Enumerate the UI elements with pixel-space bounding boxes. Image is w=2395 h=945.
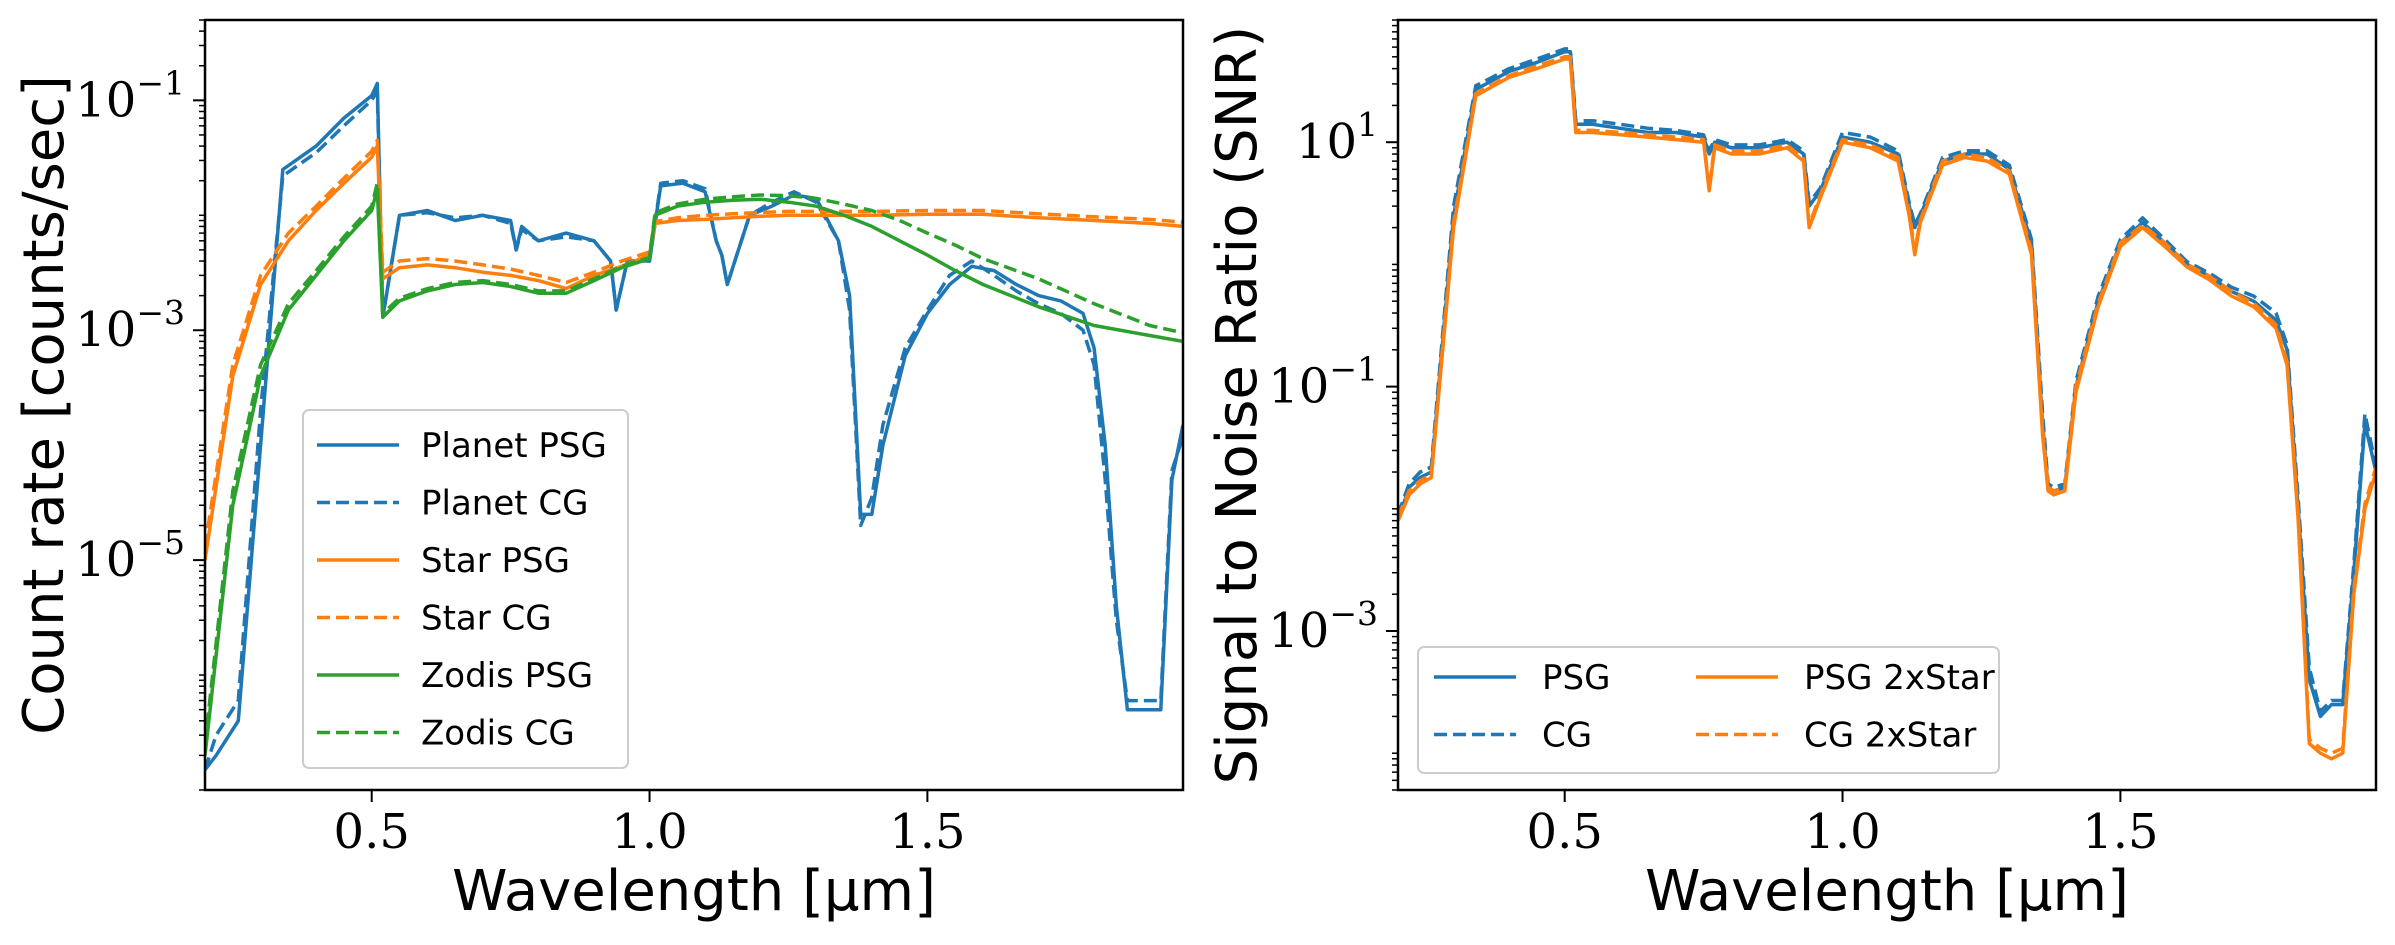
legend-label-psg: PSG xyxy=(1542,658,1610,698)
y-tick-label: 10−3 xyxy=(1268,594,1378,659)
x-tick-label: 0.5 xyxy=(1527,804,1603,860)
y-tick-label: 101 xyxy=(1296,105,1378,170)
y-axis-label: Signal to Noise Ratio (SNR) xyxy=(1205,26,1270,785)
series-group xyxy=(205,81,1183,771)
series-line-cg-2xstar xyxy=(1398,55,2376,755)
series-line-cg xyxy=(1398,47,2376,714)
legend: Planet PSG Planet CG Star PSG Star CG Zodis … xyxy=(302,409,629,769)
legend-label-zodis-psg: Zodis PSG xyxy=(421,656,593,696)
legend-label-cg: CG xyxy=(1542,716,1592,756)
legend-box xyxy=(1417,646,2000,774)
legend-label-planet-cg: Planet CG xyxy=(421,484,588,524)
series-line-psg xyxy=(1398,49,2376,719)
legend-label-planet-psg: Planet PSG xyxy=(421,426,607,466)
y-tick-label: 10−3 xyxy=(75,293,185,358)
y-tick-label: 10−1 xyxy=(1268,350,1378,415)
x-tick-label: 1.0 xyxy=(611,804,687,860)
y-tick-label: 10−5 xyxy=(75,523,185,588)
snr-panel: 0.5 1.0 1.5 10−3 10−1 101 Wavelength [μm] Signa… xyxy=(1205,18,2378,924)
series-group xyxy=(1398,47,2376,761)
x-axis-label: Wavelength [μm] xyxy=(452,859,936,924)
x-tick-label: 1.5 xyxy=(2082,804,2158,860)
legend-label-star-psg: Star PSG xyxy=(421,541,570,581)
legend-label-star-cg: Star CG xyxy=(421,599,552,639)
x-tick-label: 1.5 xyxy=(889,804,965,860)
legend-box xyxy=(302,409,629,769)
series-line-planet-cg xyxy=(205,89,1183,771)
count-rate-panel: 0.5 1.0 1.5 10−5 10−3 10−1 Wavelength [μm] Coun… xyxy=(12,18,1185,924)
x-tick-label: 0.5 xyxy=(334,804,410,860)
legend-label-psg-2xstar: PSG 2xStar xyxy=(1804,658,1995,698)
plot-frame xyxy=(203,18,1185,792)
y-tick-label: 10−1 xyxy=(75,63,185,128)
y-axis-label: Count rate [counts/sec] xyxy=(12,75,77,735)
series-line-star-cg xyxy=(205,138,1183,548)
x-tick-label: 1.0 xyxy=(1804,804,1880,860)
x-axis-label: Wavelength [μm] xyxy=(1645,859,2129,924)
legend: PSG CG PSG 2xStar CG 2xStar xyxy=(1417,646,2000,774)
legend-label-cg-2xstar: CG 2xStar xyxy=(1804,716,1976,756)
legend-label-zodis-cg: Zodis CG xyxy=(421,714,575,754)
series-line-zodis-cg xyxy=(205,181,1183,745)
